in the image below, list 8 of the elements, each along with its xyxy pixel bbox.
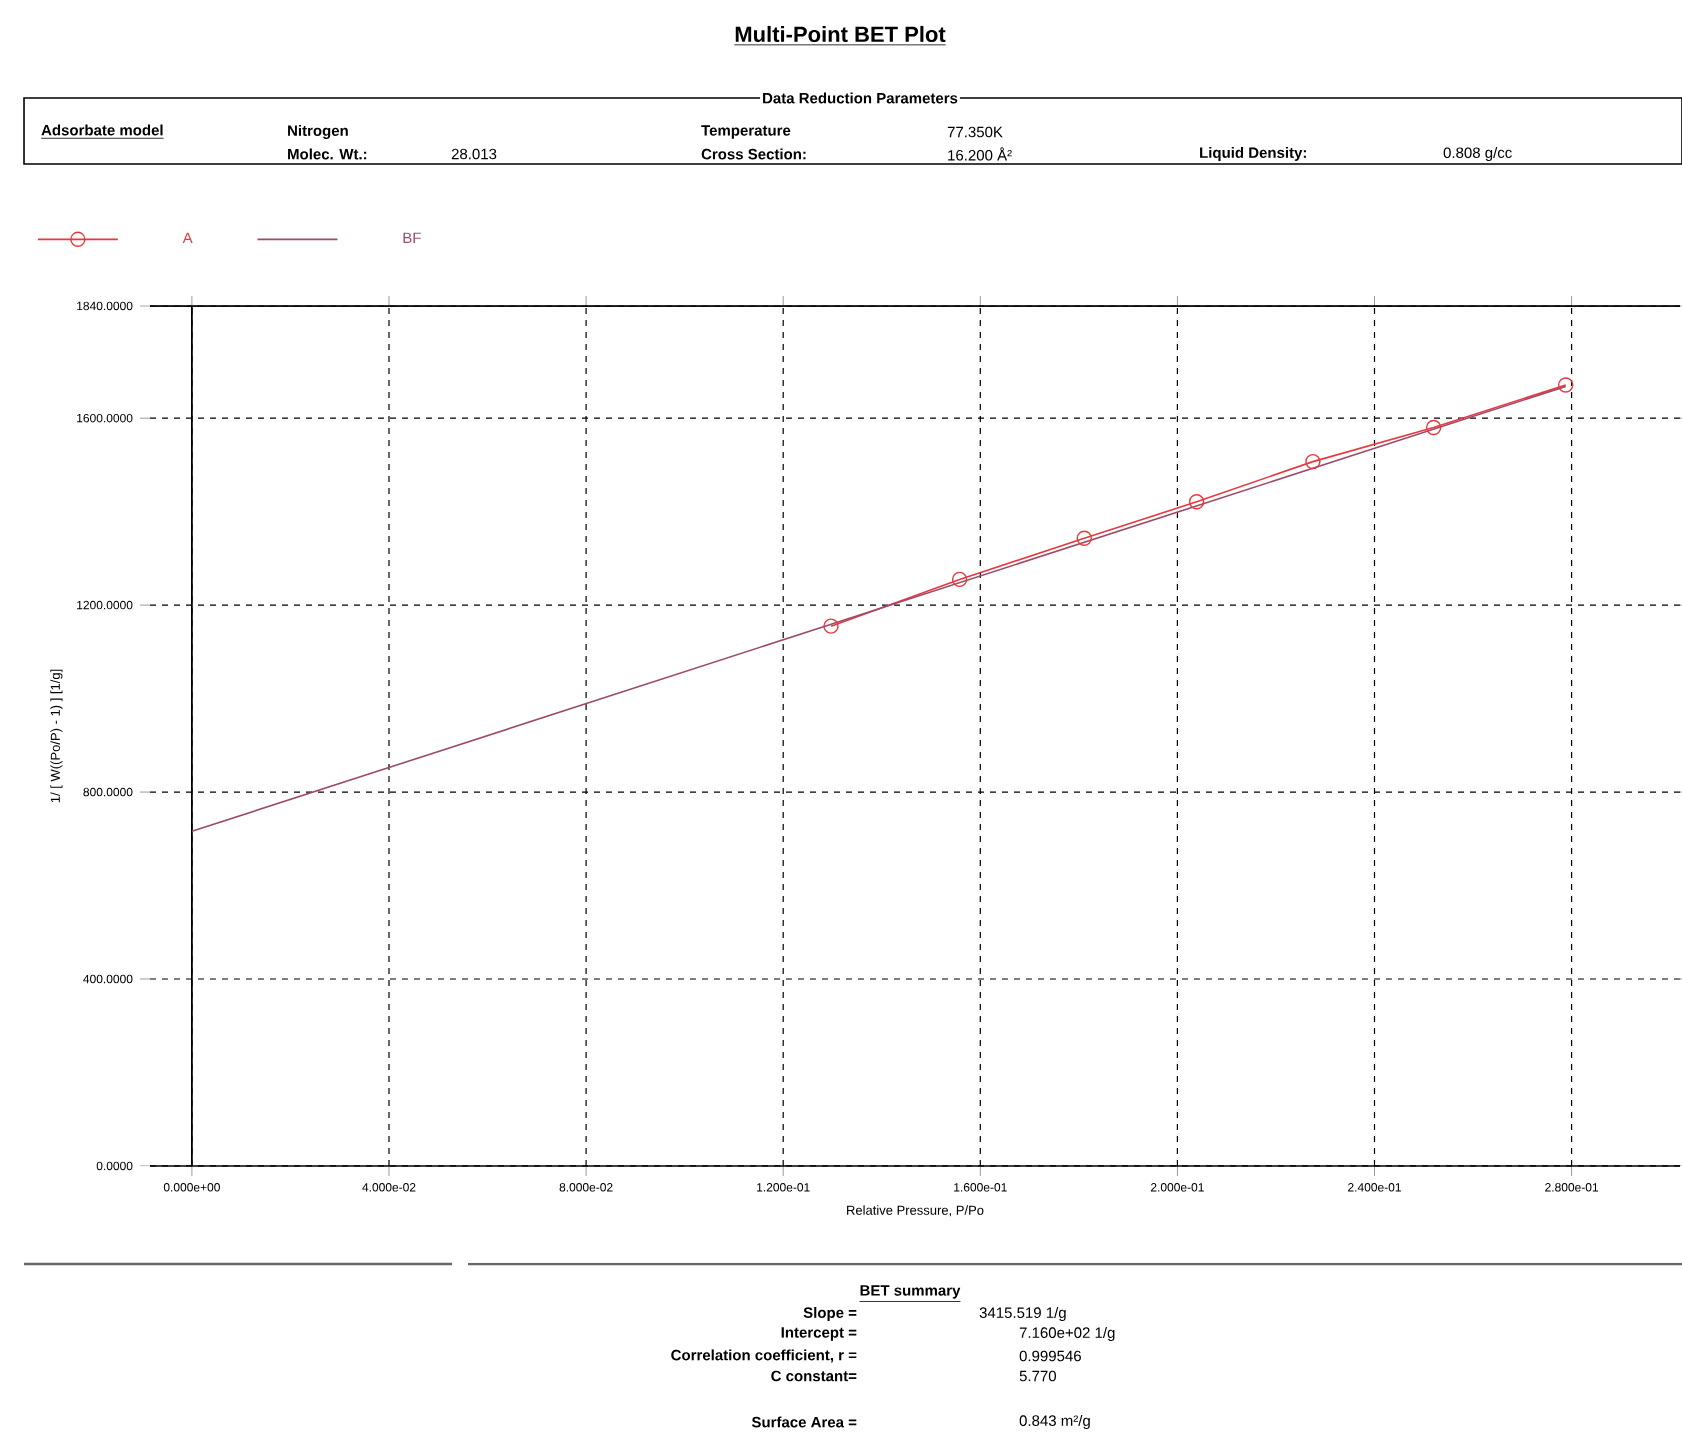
chart-title: Multi-Point BET Plot <box>735 25 946 43</box>
point <box>1425 419 1442 436</box>
point <box>1557 377 1574 393</box>
point <box>1305 453 1321 470</box>
point <box>1188 494 1205 510</box>
point <box>1076 530 1092 546</box>
point <box>823 618 839 634</box>
point <box>951 571 968 588</box>
